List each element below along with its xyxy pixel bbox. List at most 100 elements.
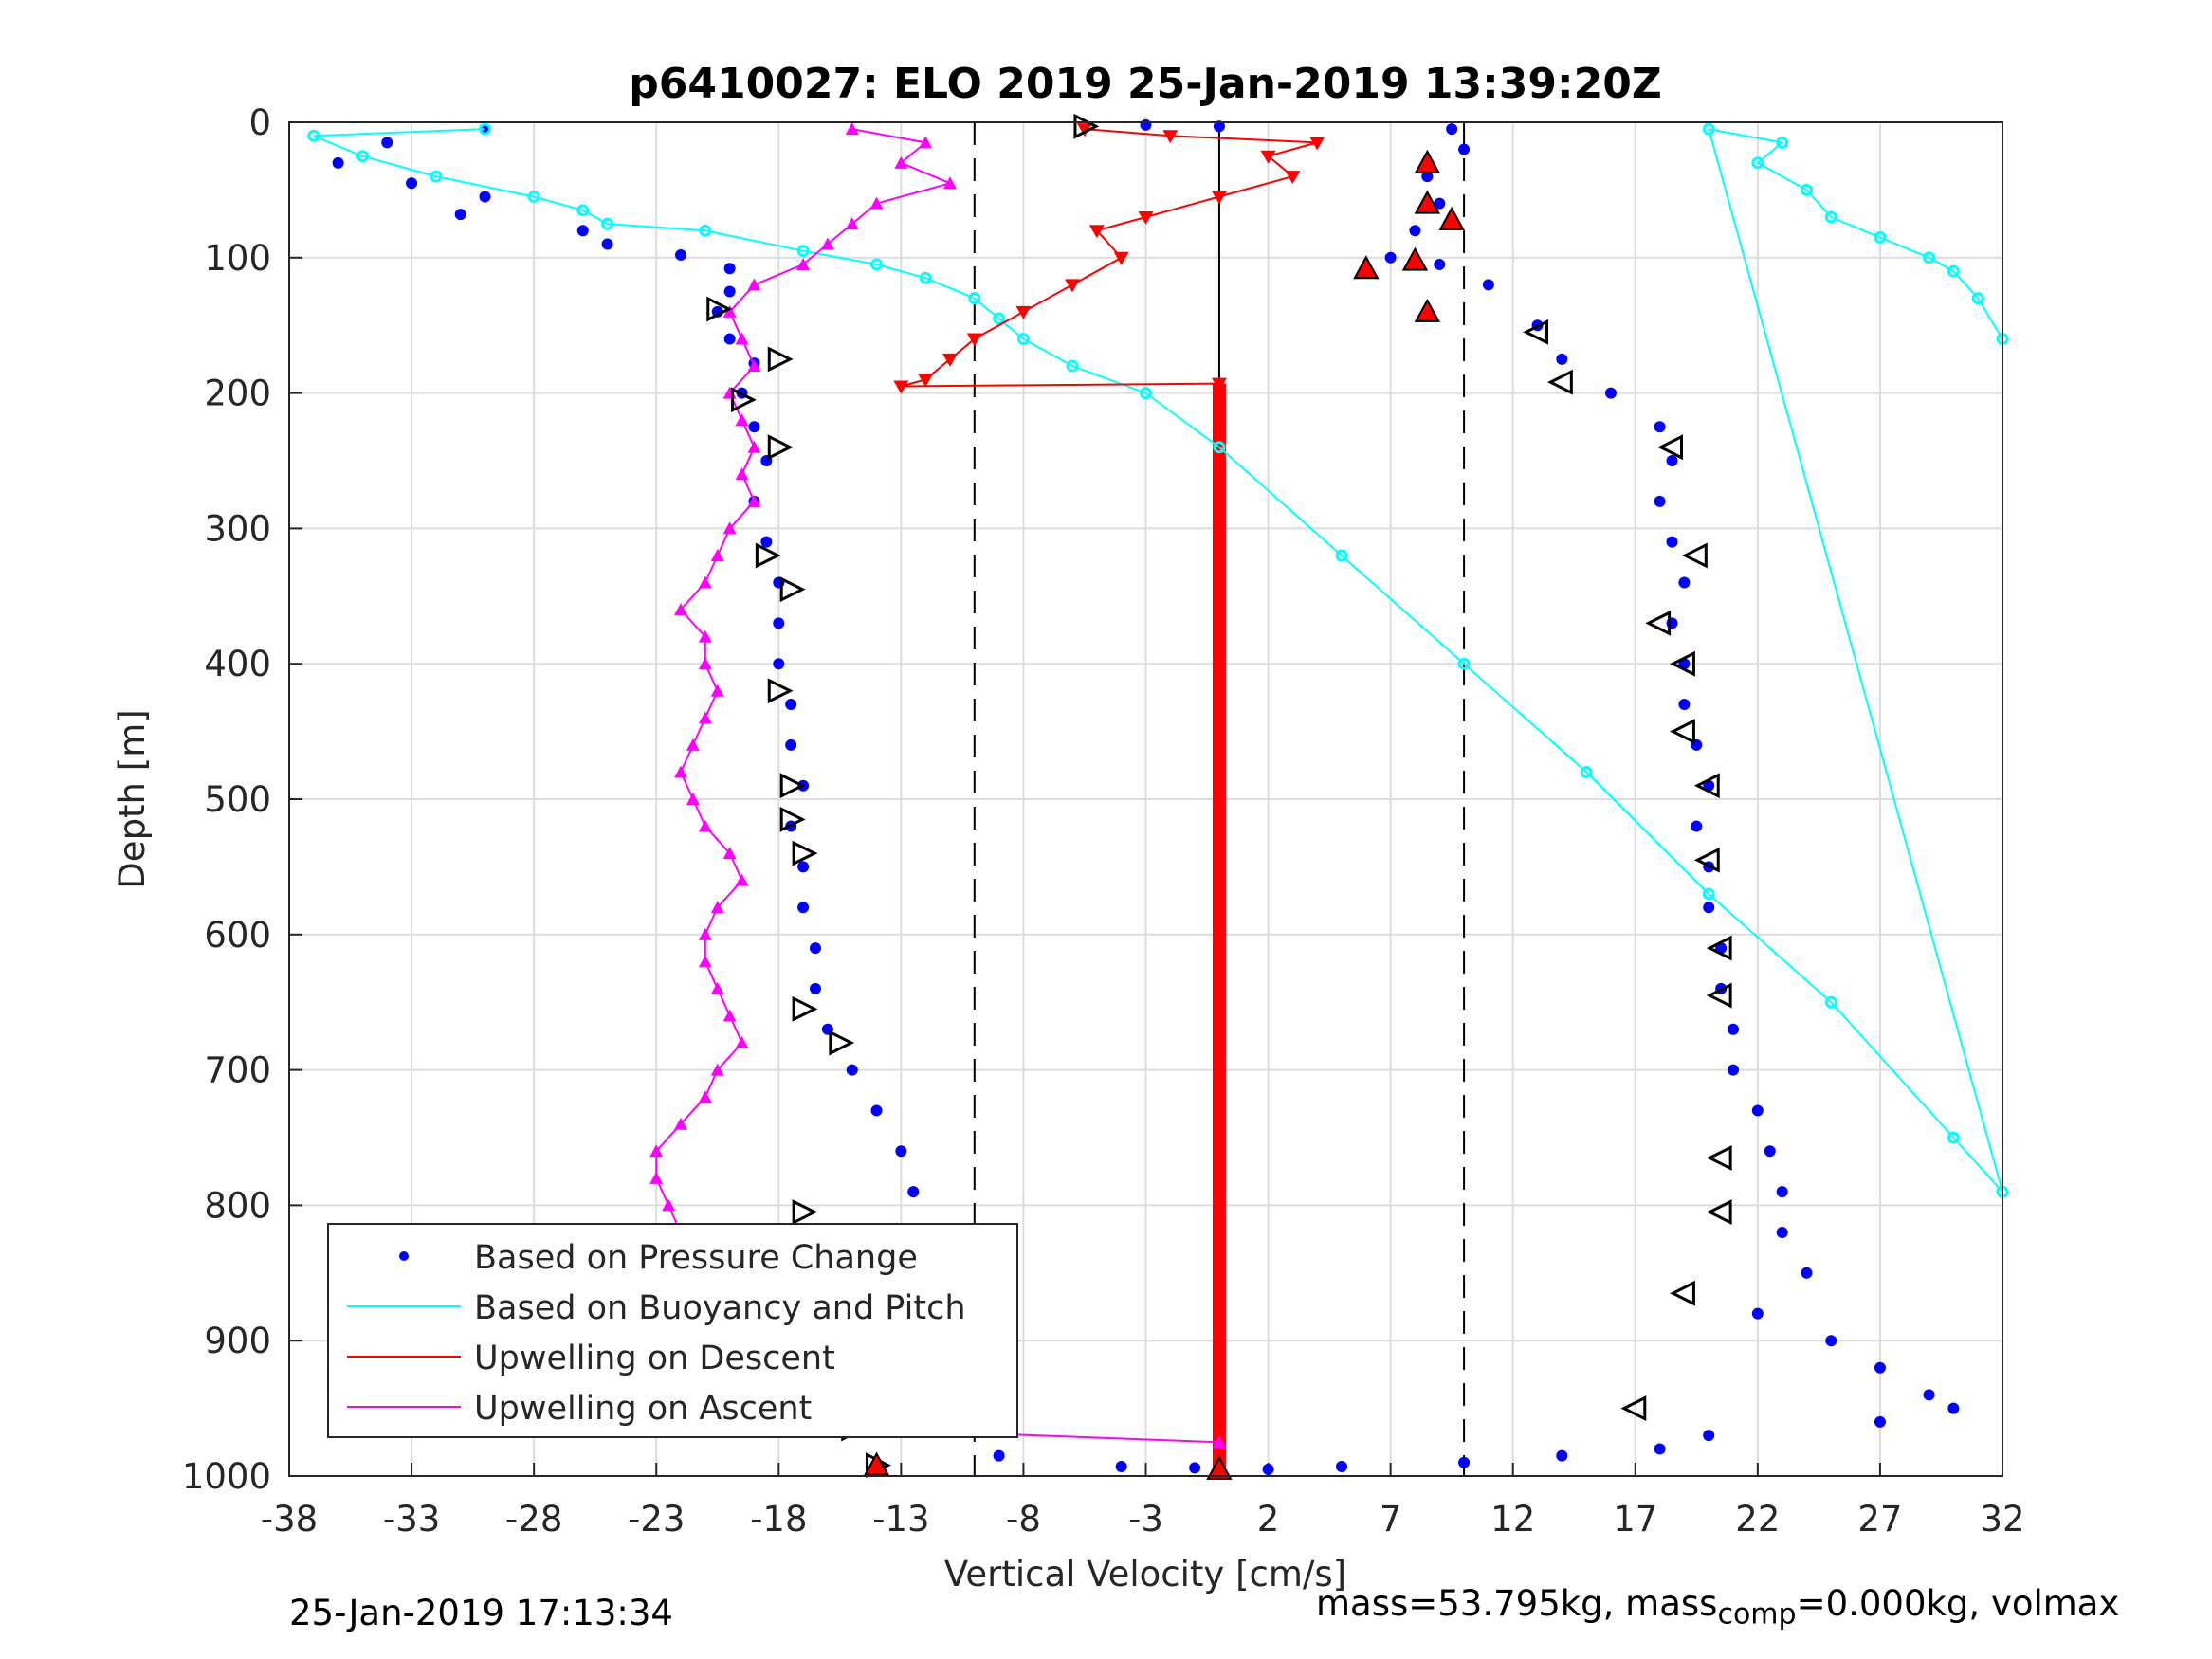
x-tick-label: -13 (872, 1499, 929, 1540)
data-point-pressure (1482, 279, 1494, 291)
red-triangle-marker (1414, 190, 1441, 214)
data-point-buoyancy (993, 312, 1006, 325)
data-point-ascent (698, 819, 712, 832)
data-point-ascent (710, 1063, 724, 1076)
open-triangle-marker (1706, 1144, 1732, 1171)
footer-mass-info: mass=53.795kg, masscomp=0.000kg, volmax (1316, 1583, 2119, 1631)
data-point-ascent (698, 629, 712, 643)
data-point-descent (966, 333, 982, 347)
data-point-pressure (1751, 1307, 1764, 1320)
plot-frame (288, 121, 2003, 1477)
data-point-buoyancy (796, 245, 810, 258)
data-point-ascent (942, 176, 957, 190)
data-point-ascent (686, 738, 700, 751)
chart-title: p6410027: ELO 2019 25-Jan-2019 13:39:20Z (629, 60, 1661, 108)
data-point-pressure (1728, 1023, 1740, 1035)
data-point-descent (1211, 191, 1227, 205)
data-point-ascent (698, 657, 712, 670)
x-tick-label: -3 (1128, 1499, 1163, 1540)
data-point-ascent (649, 1171, 664, 1184)
x-tick-labels: -38 -33 -28 -23 -18 -13 -8 -3 2 7 12 17 22 27 32 (261, 1463, 2025, 1540)
data-point-buoyancy (1140, 387, 1152, 400)
mass-subscript: comp (1717, 1597, 1797, 1632)
red-triangle-marker (1353, 255, 1380, 280)
y-tick-label: 200 (204, 374, 271, 414)
data-point-descent (1065, 279, 1081, 293)
data-point-ascent (722, 847, 737, 860)
footer-timestamp: 25-Jan-2019 17:13:34 (289, 1593, 673, 1633)
data-point-pressure (1556, 353, 1568, 365)
data-point-buoyancy (1016, 332, 1030, 345)
data-point-pressure (773, 617, 785, 629)
data-point-pressure (1728, 1064, 1740, 1076)
data-point-ascent (735, 873, 749, 886)
data-point-buoyancy (870, 258, 884, 271)
data-point-pressure (479, 191, 491, 203)
data-point-pressure (1691, 820, 1703, 832)
legend-label: Upwelling on Descent (474, 1340, 835, 1377)
data-point-pressure (1458, 1456, 1471, 1468)
data-point-ascent (674, 603, 688, 616)
data-point-buoyancy (699, 224, 712, 237)
data-point-pressure (1336, 1461, 1348, 1473)
data-point-descent (893, 380, 909, 394)
data-point-ascent (747, 359, 761, 373)
data-point-buoyancy (479, 122, 492, 136)
x-tick-label: -8 (1006, 1499, 1041, 1540)
y-axis-label: Depth [m] (112, 709, 153, 888)
data-point-buoyancy (1874, 230, 1887, 244)
mass-prefix: mass=53.795kg, mass (1316, 1583, 1718, 1624)
data-point-descent (1285, 171, 1301, 185)
open-triangle-marker (779, 806, 806, 832)
data-point-descent (918, 374, 934, 388)
data-point-buoyancy (1947, 264, 1960, 278)
data-point-ascent (674, 1117, 688, 1130)
data-point-buoyancy (1824, 995, 1837, 1009)
data-point-descent (941, 353, 958, 367)
data-point-descent (1260, 150, 1276, 164)
open-triangle-marker (1706, 1199, 1732, 1225)
red-bar (1212, 383, 1226, 1476)
data-point-buoyancy (1335, 549, 1348, 562)
data-point-buoyancy (1824, 210, 1837, 224)
data-point-buoyancy (430, 170, 443, 183)
data-point-pressure (895, 1145, 907, 1158)
data-point-ascent (722, 304, 737, 318)
data-point-ascent (919, 136, 933, 149)
data-point-ascent (747, 494, 761, 507)
data-point-pressure (1262, 1463, 1274, 1475)
data-point-ascent (735, 332, 749, 345)
data-point-ascent (747, 278, 761, 291)
mass-suffix: =0.000kg, volmax (1796, 1583, 2120, 1624)
data-point-buoyancy (1457, 657, 1471, 670)
open-triangle-marker (1670, 650, 1695, 677)
data-point-buoyancy (1751, 156, 1764, 170)
open-triangle-marker (779, 576, 806, 603)
y-tick-label: 500 (204, 779, 271, 820)
data-point-pressure (1666, 455, 1678, 466)
data-point-pressure (1923, 1389, 1935, 1401)
open-triangle-marker (1670, 1280, 1695, 1306)
data-point-buoyancy (919, 271, 932, 284)
data-point-pressure (785, 699, 797, 711)
data-point-pressure (381, 137, 393, 149)
data-point-pressure (576, 225, 589, 237)
data-point-ascent (649, 1144, 664, 1158)
data-point-descent (1015, 305, 1032, 319)
open-triangle-marker (829, 1030, 855, 1056)
data-point-pressure (1703, 902, 1715, 914)
data-point-descent (1138, 210, 1154, 225)
x-tick-label: 17 (1613, 1499, 1657, 1540)
data-point-ascent (674, 765, 688, 778)
data-point-ascent (698, 1090, 712, 1103)
data-point-pressure (846, 1064, 858, 1076)
open-triangle-marker (755, 542, 781, 569)
data-point-buoyancy (356, 150, 369, 163)
red-triangle-marker (1401, 246, 1429, 271)
data-point-buoyancy (1702, 887, 1715, 901)
open-triangle-marker (1706, 982, 1732, 1009)
data-point-pressure (993, 1449, 1005, 1462)
data-point-buoyancy (1213, 441, 1226, 454)
open-triangle-marker (792, 995, 818, 1022)
y-tick-labels: 0 100 200 300 400 500 600 700 800 900 1000 (182, 102, 302, 1497)
